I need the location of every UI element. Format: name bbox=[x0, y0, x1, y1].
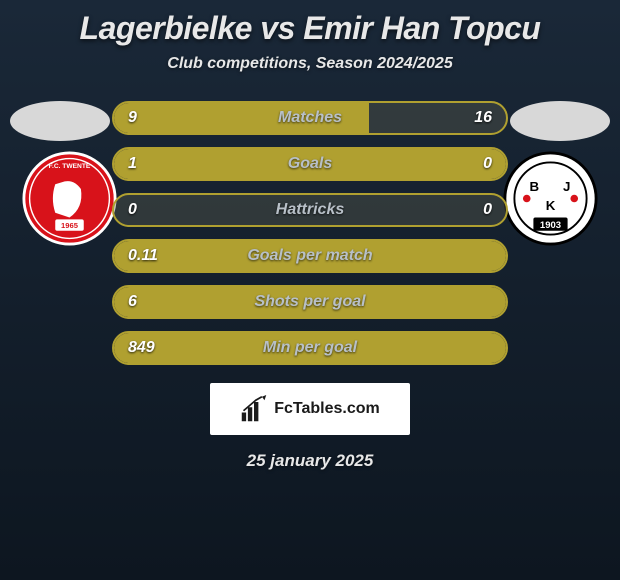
twente-badge-icon: F.C. TWENTE 1965 bbox=[22, 151, 117, 246]
page-subtitle: Club competitions, Season 2024/2025 bbox=[167, 55, 452, 73]
player-avatar-right bbox=[510, 101, 610, 141]
stat-row: 0 Hattricks 0 bbox=[112, 193, 508, 227]
stat-value-left: 6 bbox=[128, 293, 137, 311]
stat-label: Shots per goal bbox=[254, 293, 365, 311]
stat-value-right: 0 bbox=[483, 155, 492, 173]
player-avatar-left bbox=[10, 101, 110, 141]
svg-text:B: B bbox=[530, 179, 540, 194]
besiktas-badge-icon: B J K 1903 bbox=[503, 151, 598, 246]
svg-text:J: J bbox=[563, 179, 570, 194]
stat-label: Hattricks bbox=[276, 201, 344, 219]
stats-column: 9 Matches 16 1 Goals 0 0 Hattricks 0 0.11 Goals pe… bbox=[112, 101, 508, 365]
stat-value-right: 16 bbox=[474, 109, 492, 127]
stat-label: Goals per match bbox=[247, 247, 372, 265]
stat-label: Matches bbox=[278, 109, 342, 127]
stat-value-left: 9 bbox=[128, 109, 137, 127]
page-title: Lagerbielke vs Emir Han Topcu bbox=[80, 10, 541, 47]
svg-text:1903: 1903 bbox=[540, 220, 561, 231]
attribution-badge: FcTables.com bbox=[210, 383, 410, 435]
svg-text:F.C. TWENTE: F.C. TWENTE bbox=[49, 163, 91, 170]
stat-row: 6 Shots per goal bbox=[112, 285, 508, 319]
stat-value-left: 1 bbox=[128, 155, 137, 173]
comparison-card: Lagerbielke vs Emir Han Topcu Club compe… bbox=[0, 0, 620, 580]
svg-text:1965: 1965 bbox=[61, 221, 79, 230]
stat-row: 1 Goals 0 bbox=[112, 147, 508, 181]
club-logo-right: B J K 1903 bbox=[503, 151, 598, 246]
comparison-date: 25 january 2025 bbox=[247, 451, 374, 471]
fctables-logo-icon bbox=[240, 395, 268, 423]
stat-label: Goals bbox=[288, 155, 332, 173]
attribution-text: FcTables.com bbox=[274, 400, 380, 418]
stat-label: Min per goal bbox=[263, 339, 357, 357]
svg-text:K: K bbox=[546, 198, 556, 213]
stat-row: 849 Min per goal bbox=[112, 331, 508, 365]
club-logo-left: F.C. TWENTE 1965 bbox=[22, 151, 117, 246]
stat-value-left: 0.11 bbox=[128, 247, 158, 265]
stat-row: 9 Matches 16 bbox=[112, 101, 508, 135]
stat-value-right: 0 bbox=[483, 201, 492, 219]
stat-value-left: 849 bbox=[128, 339, 155, 357]
stat-row: 0.11 Goals per match bbox=[112, 239, 508, 273]
stat-value-left: 0 bbox=[128, 201, 137, 219]
stats-area: F.C. TWENTE 1965 B J K 1903 bbox=[0, 101, 620, 365]
